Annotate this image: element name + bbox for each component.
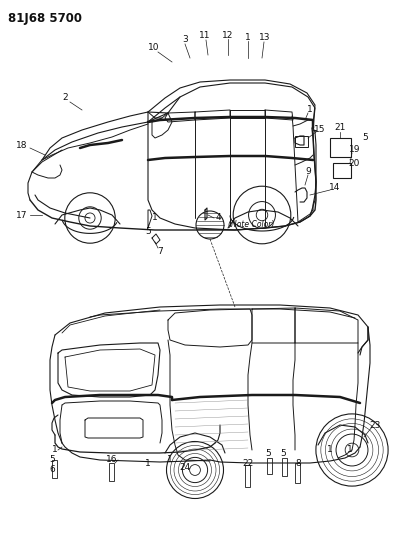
Text: 24: 24 bbox=[180, 463, 191, 472]
Text: 1: 1 bbox=[245, 33, 251, 42]
Text: 1: 1 bbox=[327, 446, 333, 455]
Text: 21: 21 bbox=[334, 124, 346, 133]
Bar bbox=[282, 458, 287, 476]
Text: 81J68 5700: 81J68 5700 bbox=[8, 12, 82, 25]
Text: 5: 5 bbox=[362, 133, 368, 142]
Text: 13: 13 bbox=[259, 34, 271, 43]
Text: 6: 6 bbox=[49, 465, 55, 474]
Text: 20: 20 bbox=[348, 158, 359, 167]
Bar bbox=[52, 460, 57, 478]
FancyBboxPatch shape bbox=[294, 135, 308, 147]
Text: 16: 16 bbox=[106, 456, 118, 464]
Text: 14: 14 bbox=[329, 183, 341, 192]
Text: 11: 11 bbox=[199, 31, 211, 41]
Text: 5: 5 bbox=[49, 456, 55, 464]
Text: 8: 8 bbox=[295, 458, 301, 467]
Text: 4: 4 bbox=[215, 214, 221, 222]
Text: 19: 19 bbox=[349, 146, 361, 155]
Bar bbox=[295, 463, 300, 483]
Text: 5: 5 bbox=[265, 448, 271, 457]
Text: 18: 18 bbox=[16, 141, 28, 149]
Text: 1: 1 bbox=[145, 458, 151, 467]
Text: 1: 1 bbox=[347, 446, 353, 455]
Text: 3: 3 bbox=[182, 36, 188, 44]
Text: 5: 5 bbox=[280, 448, 286, 457]
Text: 15: 15 bbox=[314, 125, 326, 134]
Text: 1: 1 bbox=[152, 214, 158, 222]
Bar bbox=[245, 465, 250, 487]
Text: 22: 22 bbox=[242, 458, 254, 467]
Text: 5: 5 bbox=[145, 228, 151, 237]
Text: 23: 23 bbox=[369, 421, 381, 430]
Text: 10: 10 bbox=[148, 44, 160, 52]
Text: 9: 9 bbox=[305, 167, 311, 176]
Text: (Note Color): (Note Color) bbox=[228, 221, 275, 230]
Bar bbox=[267, 458, 272, 474]
Text: 1: 1 bbox=[167, 456, 173, 464]
Text: 17: 17 bbox=[16, 211, 28, 220]
Circle shape bbox=[196, 211, 224, 239]
Text: 1: 1 bbox=[307, 106, 313, 115]
Text: 1: 1 bbox=[52, 446, 58, 455]
Text: 2: 2 bbox=[62, 93, 68, 102]
Bar bbox=[109, 463, 114, 481]
FancyBboxPatch shape bbox=[330, 138, 350, 157]
FancyBboxPatch shape bbox=[332, 163, 350, 177]
Text: 12: 12 bbox=[222, 30, 234, 39]
Text: 7: 7 bbox=[157, 247, 163, 256]
